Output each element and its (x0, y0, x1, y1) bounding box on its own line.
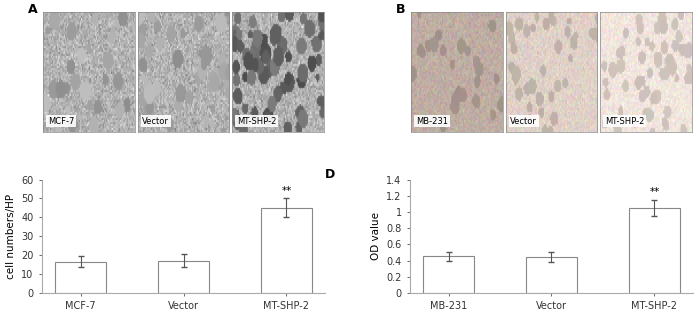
Y-axis label: OD value: OD value (371, 212, 381, 260)
Bar (629, 208, 680, 293)
Text: **: ** (650, 187, 659, 197)
Text: D: D (325, 168, 335, 181)
Bar (526, 257, 578, 293)
Bar (55, 262, 106, 293)
Y-axis label: cell numbers/HP: cell numbers/HP (6, 194, 15, 279)
Bar (423, 256, 475, 293)
Text: A: A (28, 3, 38, 16)
Bar (260, 208, 312, 293)
Text: B: B (395, 3, 405, 16)
Bar (158, 261, 209, 293)
Text: **: ** (281, 186, 292, 196)
